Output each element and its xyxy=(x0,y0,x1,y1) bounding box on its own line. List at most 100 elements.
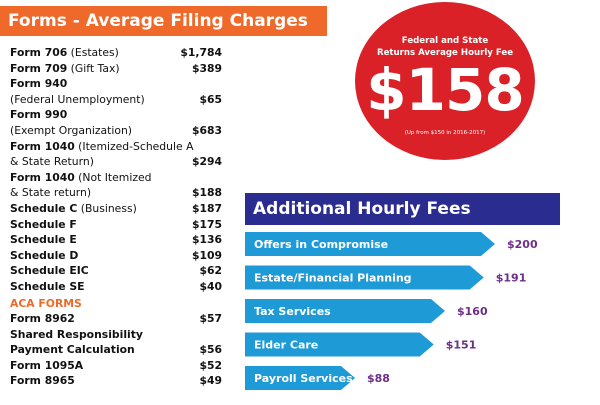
form-name: Form 1095A xyxy=(10,358,84,372)
form-row: Schedule D $109 xyxy=(10,248,222,264)
form-name: Form 706 xyxy=(10,46,68,59)
form-detail: (Business) xyxy=(77,201,137,215)
fee-bar-label: Estate/Financial Planning xyxy=(254,272,412,285)
form-amount: $49 xyxy=(199,374,222,388)
form-label: Schedule F xyxy=(10,217,77,233)
form-amount: $175 xyxy=(191,217,222,231)
form-name: Payment Calculation xyxy=(10,343,135,357)
form-row: Form 706 (Estates) $1,784 xyxy=(10,45,222,61)
form-row: Form 1040 (Not Itemized xyxy=(10,170,222,186)
form-name: Shared Responsibility xyxy=(10,327,143,341)
form-label: Schedule D xyxy=(10,248,78,264)
form-amount: $136 xyxy=(191,233,222,247)
form-row: (Exempt Organization) $683 xyxy=(10,123,222,139)
form-row: Schedule E $136 xyxy=(10,232,222,248)
fee-bar xyxy=(245,366,355,390)
fee-bar-label: Tax Services xyxy=(254,305,331,318)
fee-bar-label: Payroll Services xyxy=(254,372,353,385)
form-name: Schedule F xyxy=(10,217,77,231)
hourly-fee-circle: Federal and State Returns Average Hourly… xyxy=(355,2,535,160)
form-detail: (Gift Tax) xyxy=(67,61,120,75)
form-row: Form 990 xyxy=(10,107,222,123)
form-label: Form 1040 (Itemized-Schedule A xyxy=(10,139,193,155)
form-name: Schedule SE xyxy=(10,279,85,293)
aca-forms-title: ACA FORMS xyxy=(10,296,82,310)
form-detail: (Federal Unemployment) xyxy=(10,92,145,106)
fee-bar-value: $88 xyxy=(367,372,390,385)
form-row: Schedule EIC $62 xyxy=(10,263,222,279)
circle-note: (Up from $150 in 2016-2017) xyxy=(404,130,486,136)
form-amount: $294 xyxy=(191,155,222,169)
form-label: Schedule EIC xyxy=(10,263,89,279)
fee-bar xyxy=(245,265,484,290)
forms-header: Forms - Average Filing Charges xyxy=(0,6,327,36)
form-name: Schedule E xyxy=(10,233,77,247)
form-name: Schedule D xyxy=(10,248,79,262)
fee-bar xyxy=(245,232,495,256)
fee-bar-value: $191 xyxy=(496,272,527,285)
form-label: & State Return) xyxy=(10,154,94,170)
form-label: Form 940 xyxy=(10,76,67,92)
form-detail: (Itemized-Schedule A xyxy=(74,139,194,153)
form-row: Shared Responsibility xyxy=(10,327,222,343)
circle-title: Federal and State Returns Average Hourly… xyxy=(376,36,514,58)
form-label: Form 8965 xyxy=(10,373,75,389)
circle-fee: $158 xyxy=(366,56,524,124)
form-name: Form 940 xyxy=(10,77,68,91)
fee-bar-value: $200 xyxy=(507,238,538,251)
form-row: Form 940 xyxy=(10,76,222,92)
form-amount: $389 xyxy=(191,61,222,75)
form-label: Form 1095A xyxy=(10,358,83,374)
form-label: Schedule E xyxy=(10,232,77,248)
form-detail: (Not Itemized xyxy=(74,170,152,184)
form-name: Schedule C xyxy=(10,201,78,215)
form-name: Form 1040 xyxy=(10,139,75,153)
form-label: Form 8962 xyxy=(10,311,75,327)
fee-bar xyxy=(245,332,434,357)
form-row: Form 8962 $57 xyxy=(10,311,222,327)
fee-bar xyxy=(245,299,445,323)
form-row: & State return) $188 xyxy=(10,185,222,201)
form-name: Form 8962 xyxy=(10,312,75,326)
form-amount: $56 xyxy=(199,343,222,357)
form-label: Payment Calculation xyxy=(10,342,135,358)
form-amount: $57 xyxy=(199,312,222,326)
form-name: Schedule EIC xyxy=(10,264,89,278)
form-amount: $65 xyxy=(199,92,222,106)
form-row: Form 1040 (Itemized-Schedule A xyxy=(10,139,222,155)
form-row: Payment Calculation $56 xyxy=(10,342,222,358)
form-row: Form 8965 $49 xyxy=(10,373,222,389)
form-amount: $1,784 xyxy=(180,46,222,59)
form-name: Form 709 xyxy=(10,61,68,75)
form-name: Form 1040 xyxy=(10,170,75,184)
form-amount: $62 xyxy=(199,264,222,278)
form-row: & State Return) $294 xyxy=(10,154,222,170)
form-detail: & State return) xyxy=(10,186,92,200)
form-label: Form 1040 (Not Itemized xyxy=(10,170,151,186)
form-row: (Federal Unemployment) $65 xyxy=(10,92,222,108)
fee-bar-value: $151 xyxy=(446,339,477,352)
form-name: Form 8965 xyxy=(10,374,75,388)
form-amount: $188 xyxy=(191,186,222,200)
additional-fees-header: Additional Hourly Fees xyxy=(245,193,560,225)
form-label: (Exempt Organization) xyxy=(10,123,132,139)
form-label: Shared Responsibility xyxy=(10,327,143,343)
form-name: Form 990 xyxy=(10,108,68,122)
form-label: Schedule SE xyxy=(10,279,85,295)
form-label: Form 709 (Gift Tax) xyxy=(10,61,120,77)
form-amount: $187 xyxy=(191,201,222,215)
form-row: Form 1095A $52 xyxy=(10,358,222,374)
form-amount: $109 xyxy=(191,248,222,262)
form-amount: $683 xyxy=(191,123,222,137)
form-label: Form 706 (Estates) xyxy=(10,45,119,61)
fee-bar-value: $160 xyxy=(457,305,488,318)
form-row: Schedule F $175 xyxy=(10,217,222,233)
fee-bar-label: Elder Care xyxy=(254,339,318,352)
form-detail: (Exempt Organization) xyxy=(10,123,133,137)
form-label: & State return) xyxy=(10,185,91,201)
form-label: (Federal Unemployment) xyxy=(10,92,145,108)
form-detail: & State Return) xyxy=(10,155,94,169)
form-amount: $40 xyxy=(199,279,222,293)
form-row: Schedule SE $40 xyxy=(10,279,222,295)
